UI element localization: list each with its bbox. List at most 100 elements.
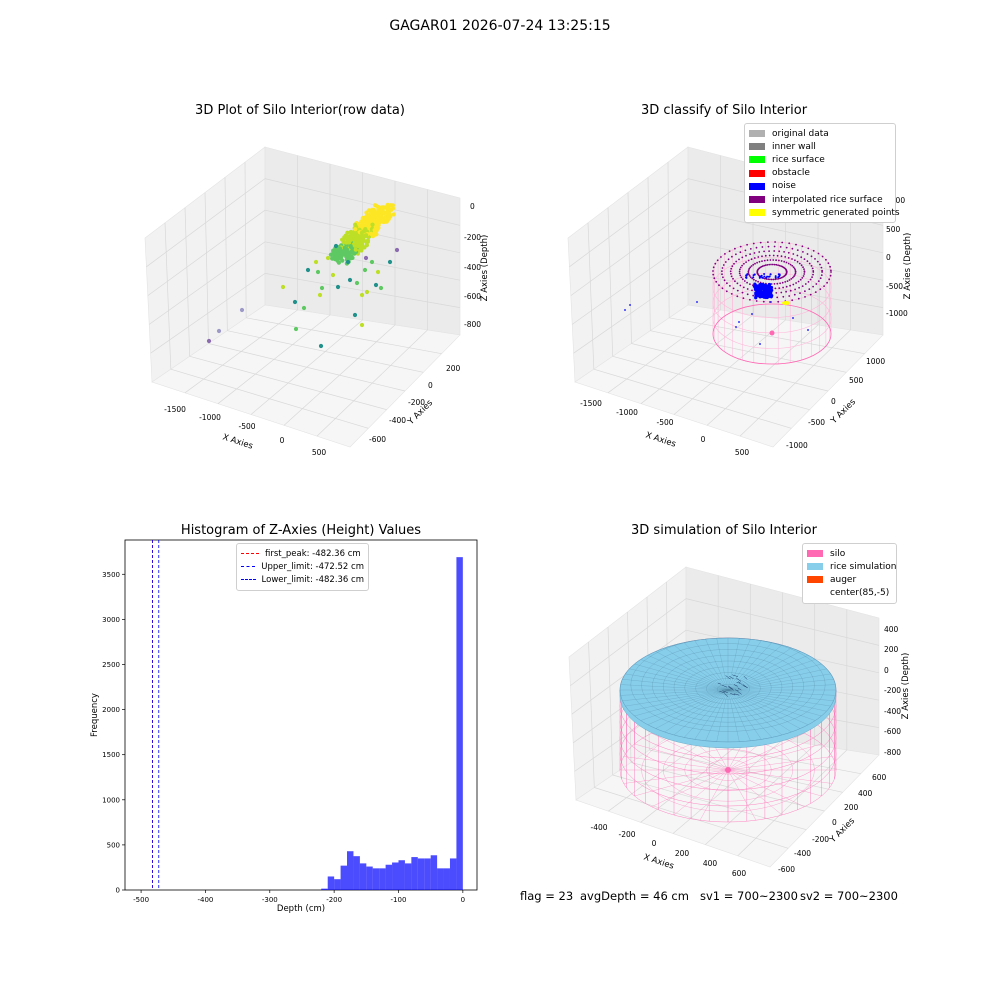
rice-mesh-line bbox=[727, 689, 751, 741]
z-tick: 500 bbox=[886, 225, 901, 234]
grid-line bbox=[687, 241, 884, 281]
interpolated-point bbox=[721, 287, 724, 290]
interpolated-point bbox=[729, 285, 731, 287]
x-tick: 0 bbox=[280, 436, 285, 445]
x-tick: -1000 bbox=[199, 413, 221, 422]
silo-floor-line bbox=[727, 769, 757, 821]
interpolated-point bbox=[746, 293, 749, 296]
interpolated-point bbox=[713, 277, 716, 280]
interpolated-point bbox=[750, 258, 753, 261]
rice-mesh-line bbox=[655, 651, 729, 691]
interpolated-point bbox=[789, 284, 791, 287]
silo-floor-ring bbox=[684, 749, 772, 792]
silo-ring bbox=[712, 257, 832, 318]
raw-data-point bbox=[347, 250, 352, 255]
interpolated-point bbox=[828, 278, 831, 281]
interpolated-point bbox=[720, 256, 722, 258]
grid-line bbox=[184, 207, 191, 357]
silo-floor-line bbox=[651, 733, 729, 771]
interpolated-point bbox=[788, 279, 791, 281]
sv1-text: sv1 = 700~2300 bbox=[700, 889, 798, 903]
z-tick: -400 bbox=[884, 707, 901, 716]
interpolated-point bbox=[794, 272, 797, 275]
x-tick: -200 bbox=[618, 830, 635, 839]
interpolated-point bbox=[796, 249, 799, 252]
interpolated-point bbox=[815, 283, 818, 285]
interpolated-point bbox=[796, 260, 799, 263]
raw-3d-plot: -1500 -1000 -500 0 500 200 0 -200 -400 -… bbox=[144, 146, 490, 457]
raw-data-point bbox=[366, 220, 371, 225]
z-tick: 0 bbox=[470, 202, 475, 211]
interpolated-point bbox=[773, 263, 776, 266]
interpolated-point bbox=[758, 260, 761, 263]
interpolated-point bbox=[777, 300, 780, 303]
y-tick: 600 bbox=[872, 773, 887, 782]
histogram-bar bbox=[372, 868, 380, 890]
interpolated-point bbox=[726, 282, 728, 285]
auger-mark bbox=[737, 687, 742, 691]
interpolated-point bbox=[788, 295, 791, 297]
histogram-bar bbox=[398, 860, 405, 890]
noise-point bbox=[745, 276, 747, 279]
y-tick: -600 bbox=[369, 435, 386, 444]
raw-data-point bbox=[372, 228, 377, 233]
raw-data-point bbox=[342, 245, 347, 250]
interpolated-point bbox=[763, 259, 766, 262]
interpolated-point bbox=[768, 250, 770, 253]
z-axis-label: Z Axies (Depth) bbox=[903, 233, 913, 300]
silo-floor-line bbox=[651, 769, 729, 807]
x-tick: -400 bbox=[590, 823, 607, 832]
interpolated-point bbox=[803, 270, 806, 272]
noise-point bbox=[777, 273, 780, 276]
histogram-bar bbox=[327, 876, 335, 890]
interpolated-point bbox=[762, 300, 765, 303]
interpolated-point bbox=[767, 278, 770, 281]
interpolated-point bbox=[801, 245, 804, 248]
silo-floor-line bbox=[727, 769, 822, 797]
silo-floor-line bbox=[623, 769, 729, 784]
z-tick: -600 bbox=[884, 727, 901, 736]
noise-point bbox=[751, 313, 753, 315]
grid-line bbox=[244, 162, 247, 318]
interpolated-point bbox=[777, 264, 779, 266]
histogram-bar bbox=[385, 864, 393, 890]
x-tick: 500 bbox=[312, 448, 327, 457]
interpolated-point bbox=[799, 292, 801, 294]
z-axis-label: Z Axies (Depth) bbox=[480, 235, 490, 302]
noise-point bbox=[767, 282, 772, 287]
interpolated-point bbox=[749, 248, 752, 250]
y-tick-label: 3000 bbox=[102, 616, 120, 624]
interpolated-point bbox=[743, 262, 745, 265]
interpolated-point bbox=[772, 278, 775, 281]
noise-point bbox=[774, 275, 777, 278]
interpolated-point bbox=[770, 283, 773, 285]
x-tick: 0 bbox=[652, 839, 657, 848]
interpolated-point bbox=[812, 285, 814, 288]
rice-mesh-line bbox=[716, 689, 729, 742]
interpolated-point bbox=[774, 241, 776, 243]
interpolated-point bbox=[779, 282, 781, 285]
interpolated-point bbox=[770, 263, 772, 266]
legend-item: center(85,-5) bbox=[830, 588, 890, 599]
grid-line bbox=[246, 317, 442, 355]
rice-surface-edge bbox=[619, 689, 837, 749]
interpolated-point bbox=[808, 262, 811, 265]
raw-data-point bbox=[315, 269, 321, 275]
legend-item: inner wall bbox=[749, 140, 891, 153]
raw-data-point bbox=[387, 206, 392, 211]
silo-floor-line bbox=[727, 743, 822, 771]
raw-data-point bbox=[370, 222, 375, 227]
interpolated-point bbox=[768, 263, 771, 266]
interpolated-point bbox=[830, 271, 832, 273]
legend-item: original data bbox=[749, 127, 891, 140]
rice-mesh-line bbox=[727, 689, 816, 721]
raw-data-point bbox=[352, 312, 358, 318]
noise-point bbox=[761, 276, 764, 279]
raw-data-point bbox=[337, 248, 342, 253]
interpolated-point bbox=[780, 255, 783, 258]
interpolated-point bbox=[785, 261, 788, 264]
x-tick: -1500 bbox=[580, 399, 602, 408]
raw-data-point bbox=[364, 233, 369, 238]
auger-mark bbox=[734, 693, 740, 696]
interpolated-point bbox=[745, 254, 747, 257]
